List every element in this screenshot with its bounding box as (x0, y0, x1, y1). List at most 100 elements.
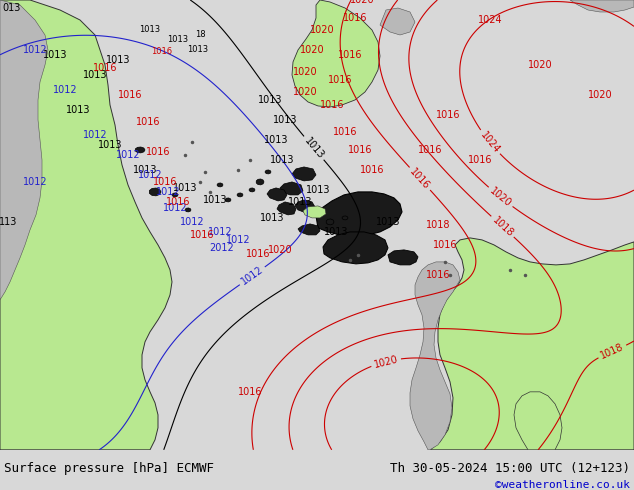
Text: 1018: 1018 (490, 215, 515, 239)
Polygon shape (380, 8, 415, 35)
Polygon shape (303, 206, 326, 218)
Polygon shape (237, 193, 243, 197)
Text: 1013: 1013 (167, 35, 188, 45)
Text: 1012: 1012 (156, 187, 180, 197)
Polygon shape (280, 182, 303, 195)
Text: 1013: 1013 (273, 115, 297, 125)
Polygon shape (277, 202, 296, 215)
Text: 1020: 1020 (350, 0, 374, 5)
Text: 1016: 1016 (246, 249, 270, 259)
Text: 1020: 1020 (309, 25, 334, 35)
Polygon shape (514, 392, 562, 450)
Text: 1016: 1016 (190, 230, 214, 240)
Text: 1020: 1020 (293, 87, 317, 97)
Text: 1013: 1013 (376, 217, 400, 227)
Text: Th 30-05-2024 15:00 UTC (12+123): Th 30-05-2024 15:00 UTC (12+123) (390, 462, 630, 475)
Polygon shape (0, 0, 48, 300)
Text: 1016: 1016 (343, 13, 367, 23)
Text: 1013: 1013 (106, 55, 130, 65)
Text: 1013: 1013 (302, 136, 325, 161)
Polygon shape (323, 232, 388, 264)
Polygon shape (150, 188, 161, 196)
Text: 1016: 1016 (238, 387, 262, 397)
Text: 1012: 1012 (138, 170, 162, 180)
Text: 1016: 1016 (333, 127, 357, 137)
Text: 1013: 1013 (188, 46, 209, 54)
Text: 1012: 1012 (163, 203, 187, 213)
Text: 013: 013 (3, 3, 21, 13)
Text: 1020: 1020 (588, 90, 612, 100)
Polygon shape (295, 200, 315, 213)
Polygon shape (430, 238, 634, 450)
Text: 1016: 1016 (348, 145, 372, 155)
Polygon shape (185, 208, 191, 212)
Text: 1018: 1018 (599, 342, 626, 361)
Text: 1016: 1016 (426, 270, 450, 280)
Polygon shape (570, 0, 634, 12)
Text: 1016: 1016 (165, 197, 190, 207)
Text: 1013: 1013 (172, 183, 197, 193)
Polygon shape (267, 188, 287, 201)
Text: 1016: 1016 (468, 155, 492, 165)
Text: 1016: 1016 (93, 63, 117, 73)
Polygon shape (265, 170, 271, 174)
Text: 1013: 1013 (66, 105, 90, 115)
Polygon shape (0, 0, 172, 450)
Text: 1016: 1016 (433, 240, 457, 250)
Text: 1016: 1016 (136, 117, 160, 127)
Polygon shape (256, 179, 264, 185)
Text: 1020: 1020 (373, 354, 399, 369)
Text: 1013: 1013 (98, 140, 122, 150)
Polygon shape (327, 219, 334, 225)
Polygon shape (249, 188, 255, 192)
Text: 1016: 1016 (328, 75, 353, 85)
Polygon shape (172, 193, 178, 197)
Text: 1013: 1013 (133, 165, 157, 175)
Text: 1016: 1016 (408, 166, 432, 191)
Text: 1012: 1012 (240, 265, 265, 287)
Text: 1013: 1013 (83, 70, 107, 80)
Text: 1016: 1016 (118, 90, 142, 100)
Text: 1016: 1016 (146, 147, 171, 157)
Text: 1012: 1012 (53, 85, 77, 95)
Text: 1013: 1013 (260, 213, 284, 223)
Polygon shape (410, 262, 460, 450)
Text: 1013: 1013 (139, 25, 160, 34)
Text: 1012: 1012 (208, 227, 232, 237)
Text: 1018: 1018 (426, 220, 450, 230)
Polygon shape (342, 216, 348, 220)
Polygon shape (292, 0, 380, 107)
Text: Surface pressure [hPa] ECMWF: Surface pressure [hPa] ECMWF (4, 462, 214, 475)
Text: 1016: 1016 (153, 177, 178, 187)
Text: 1024: 1024 (477, 15, 502, 25)
Polygon shape (298, 224, 320, 235)
Text: 1013: 1013 (42, 50, 67, 60)
Text: 1012: 1012 (179, 217, 204, 227)
Text: 1020: 1020 (488, 186, 513, 209)
Text: ©weatheronline.co.uk: ©weatheronline.co.uk (495, 480, 630, 490)
Text: 1012: 1012 (23, 177, 48, 187)
Polygon shape (292, 167, 316, 181)
Text: 1012: 1012 (226, 235, 250, 245)
Text: 1016: 1016 (359, 165, 384, 175)
Text: 1016: 1016 (436, 110, 460, 120)
Text: 1020: 1020 (268, 245, 292, 255)
Text: 1013: 1013 (324, 227, 348, 237)
Polygon shape (388, 250, 418, 265)
Text: 1013: 1013 (264, 135, 288, 145)
Text: 1013: 1013 (306, 185, 330, 195)
Text: 2012: 2012 (210, 243, 235, 253)
Text: 1013: 1013 (288, 197, 313, 207)
Text: 1024: 1024 (478, 129, 501, 155)
Polygon shape (225, 198, 231, 202)
Polygon shape (217, 183, 223, 187)
Polygon shape (135, 147, 145, 153)
Polygon shape (316, 192, 402, 236)
Text: 1013: 1013 (258, 95, 282, 105)
Text: 1012: 1012 (23, 45, 48, 55)
Text: 1016: 1016 (152, 48, 172, 56)
Text: 1012: 1012 (82, 130, 107, 140)
Text: 1016: 1016 (338, 50, 362, 60)
Text: 1020: 1020 (293, 67, 317, 77)
Text: 113: 113 (0, 217, 17, 227)
